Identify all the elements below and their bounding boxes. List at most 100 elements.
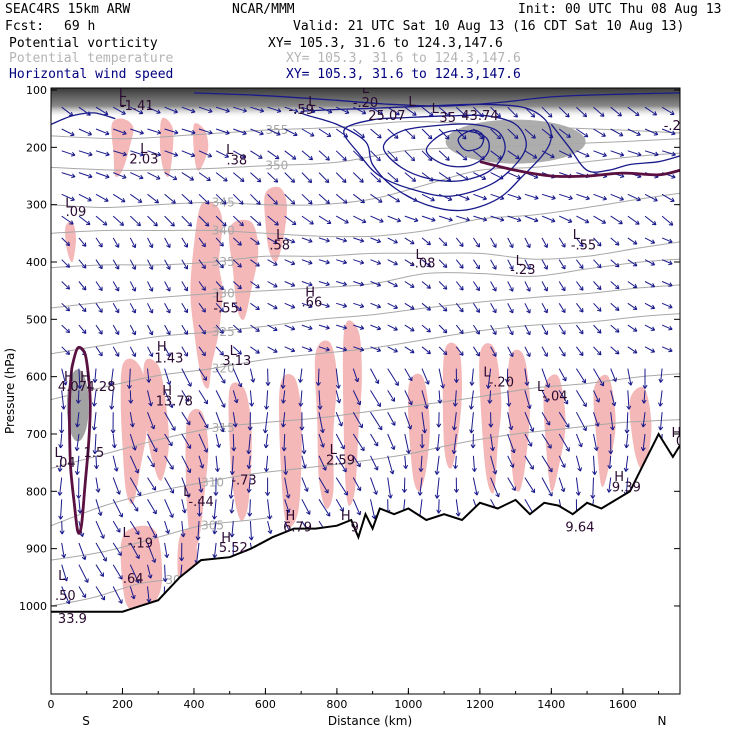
wind-arrow-54	[95, 281, 103, 292]
wind-arrow-106	[129, 412, 135, 428]
wind-arrow-10	[61, 324, 71, 334]
terrain	[51, 431, 680, 635]
wind-arrow-516	[472, 477, 479, 496]
wind-arrow-613	[576, 150, 590, 158]
wind-arrow-453	[421, 346, 431, 355]
wind-arrow-675	[627, 281, 638, 289]
wind-arrow-485	[456, 215, 470, 222]
wind-arrow-591	[541, 477, 553, 497]
wind-arrow-366	[353, 106, 367, 115]
wind-arrow-494	[451, 412, 457, 431]
wind-arrow-665	[607, 455, 613, 469]
wind-arrow-461	[438, 106, 451, 117]
wind-vectors	[57, 106, 676, 606]
y-tick-label-3: 400	[26, 256, 47, 269]
wind-arrow-82	[109, 390, 115, 410]
wind-arrow-480	[455, 106, 468, 118]
wind-arrow-80	[112, 346, 120, 357]
wind-arrow-124	[147, 303, 154, 314]
extremum-label-45: H	[672, 426, 682, 441]
wind-arrow-300	[281, 390, 286, 404]
wind-arrow-421	[387, 477, 393, 499]
extremum-label-53: 9.39	[612, 480, 641, 495]
wind-arrow-211	[215, 259, 224, 269]
wind-arrow-254	[250, 281, 260, 289]
extremum-label-40: -.20	[489, 375, 514, 390]
endpoint-start: S	[82, 714, 90, 728]
wind-arrow-393	[370, 281, 382, 287]
wind-arrow-653	[610, 193, 624, 201]
wind-arrow-584	[541, 324, 548, 336]
wind-arrow-649	[610, 106, 622, 117]
theta-label-0: 345	[212, 195, 235, 209]
wind-arrow-320	[298, 390, 304, 407]
wind-arrow-351	[335, 193, 348, 204]
wind-arrow-711	[661, 324, 673, 331]
wind-arrow-239	[232, 412, 238, 428]
wind-arrow-253	[250, 259, 260, 267]
wind-arrow-655	[610, 237, 620, 246]
wind-arrow-449	[421, 259, 431, 268]
wind-arrow-173	[181, 368, 192, 387]
wind-arrow-56	[95, 324, 103, 335]
wind-arrow-427	[404, 193, 418, 202]
x-tick-label-1: 200	[112, 698, 133, 711]
wind-arrow-157	[164, 520, 170, 534]
wind-arrow-645	[593, 433, 599, 452]
wind-arrow-11	[61, 346, 71, 355]
wind-arrow-364	[335, 477, 348, 496]
wind-arrow-687	[644, 150, 659, 157]
extremum-label-69: 33.9	[58, 612, 87, 627]
wind-arrow-110	[129, 499, 139, 512]
wind-arrow-242	[228, 477, 234, 499]
wind-arrow-650	[610, 128, 624, 137]
wind-arrow-676	[627, 302, 638, 310]
init-time: Init: 00 UTC Thu 08 Aug 13	[518, 2, 722, 17]
wind-arrow-43	[78, 542, 87, 561]
wind-arrow-322	[301, 433, 307, 455]
wind-arrow-520	[490, 150, 503, 160]
wind-arrow-607	[558, 433, 570, 452]
wind-arrow-140	[164, 150, 179, 157]
wind-arrow-611	[576, 106, 588, 118]
wind-arrow-575	[541, 128, 554, 139]
wind-arrow-191	[198, 281, 206, 291]
wind-arrow-227	[233, 150, 246, 159]
wind-speed-line-7	[51, 112, 116, 126]
wind-arrow-319	[298, 368, 303, 383]
wind-arrow-261	[246, 433, 252, 455]
wind-arrow-619	[576, 281, 584, 291]
extremum-label-52: H	[614, 470, 624, 485]
pv-region-17	[507, 349, 530, 492]
wind-arrow-289	[284, 150, 297, 160]
wind-arrow-631	[593, 128, 606, 137]
wind-arrow-706	[661, 215, 674, 226]
wind-arrow-686	[644, 128, 659, 136]
wind-arrow-21	[61, 564, 69, 582]
wind-arrow-259	[249, 390, 255, 407]
wind-arrow-23	[78, 106, 91, 116]
wind-arrow-475	[436, 412, 442, 428]
wind-arrow-483	[456, 172, 469, 181]
theta-line-4	[51, 284, 680, 355]
wind-arrow-48	[95, 150, 110, 157]
extremum-label-37: 4.07	[58, 380, 87, 395]
terrain-line	[51, 431, 680, 613]
wind-arrow-694	[644, 302, 656, 310]
wind-arrow-402	[370, 477, 378, 495]
wind-arrow-556	[524, 128, 536, 139]
wind-arrow-362	[335, 433, 345, 450]
wind-arrow-78	[112, 303, 120, 314]
theta-label-5: 320	[212, 362, 235, 376]
wind-arrow-537	[507, 106, 518, 118]
extremum-label-23: L	[415, 248, 423, 263]
wind-arrow-423	[404, 106, 417, 116]
wind-arrow-425	[404, 150, 416, 162]
wind-arrow-549	[504, 368, 510, 383]
wind-arrow-190	[198, 259, 206, 270]
wind-arrow-678	[627, 346, 638, 354]
wind-arrow-357	[336, 324, 348, 330]
wind-arrow-400	[370, 433, 379, 447]
wind-arrow-640	[593, 324, 602, 334]
